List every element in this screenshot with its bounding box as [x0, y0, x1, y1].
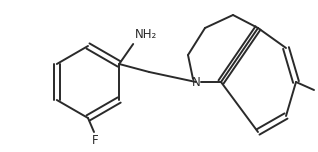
Text: F: F: [92, 133, 98, 147]
Text: N: N: [192, 76, 200, 88]
Text: NH₂: NH₂: [135, 28, 157, 40]
